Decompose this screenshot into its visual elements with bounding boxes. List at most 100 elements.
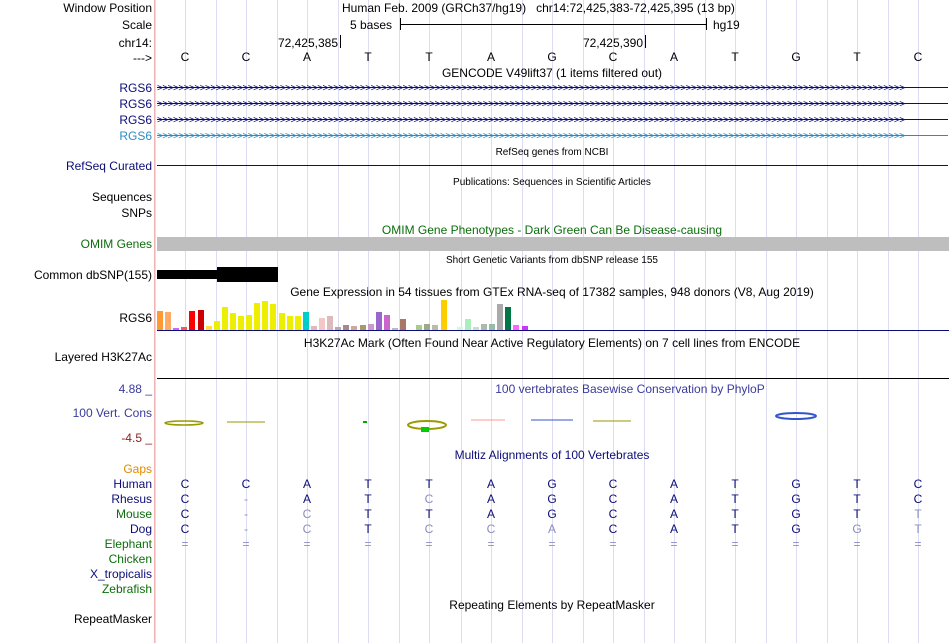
- gtex-label[interactable]: RGS6: [119, 311, 152, 325]
- alignment-base: G: [791, 522, 801, 536]
- gtex-tissue-bar[interactable]: [294, 316, 301, 330]
- gtex-tissue-bar[interactable]: [189, 311, 196, 330]
- gtex-tissue-bar[interactable]: [327, 316, 334, 330]
- omim-label[interactable]: OMIM Genes: [80, 237, 152, 251]
- gtex-tissue-bar[interactable]: [213, 321, 220, 330]
- gtex-tissue-bar[interactable]: [489, 324, 496, 330]
- dbsnp-title[interactable]: Short Genetic Variants from dbSNP releas…: [446, 255, 658, 266]
- gtex-tissue-bar[interactable]: [456, 327, 463, 330]
- gtex-tissue-bar[interactable]: [246, 315, 253, 330]
- gtex-tissue-bar[interactable]: [343, 325, 350, 330]
- grid-line: [735, 0, 736, 643]
- gtex-tissue-bar[interactable]: [521, 326, 528, 330]
- gtex-tissue-bar[interactable]: [254, 303, 261, 330]
- gtex-tissue-bar[interactable]: [205, 326, 212, 330]
- gtex-tissue-bar[interactable]: [157, 311, 163, 330]
- gtex-tissue-bar[interactable]: [497, 304, 504, 330]
- dbsnp-variant-2[interactable]: [217, 267, 278, 282]
- reference-base: C: [913, 50, 923, 64]
- species-label[interactable]: Zebrafish: [101, 582, 152, 596]
- gtex-tissue-bar[interactable]: [481, 324, 487, 330]
- gtex-tissue-bar[interactable]: [464, 319, 471, 330]
- gtex-tissue-bar[interactable]: [197, 310, 204, 330]
- refseq-label[interactable]: RefSeq Curated: [65, 159, 152, 173]
- species-label[interactable]: Human: [113, 477, 152, 491]
- species-label[interactable]: Mouse: [115, 507, 152, 521]
- h3k27ac-title[interactable]: H3K27Ac Mark (Often Found Near Active Re…: [303, 336, 801, 350]
- gtex-tissue-bar[interactable]: [400, 319, 406, 330]
- gtex-tissue-bar[interactable]: [173, 328, 180, 330]
- snps-label[interactable]: SNPs: [121, 206, 152, 220]
- gtex-tissue-bar[interactable]: [229, 313, 236, 330]
- sequences-label[interactable]: Sequences: [91, 190, 152, 204]
- gtex-tissue-bar[interactable]: [238, 316, 244, 330]
- cons-title[interactable]: 100 vertebrates Basewise Conservation by…: [495, 382, 765, 396]
- gtex-tissue-bar[interactable]: [440, 300, 447, 330]
- omim-title[interactable]: OMIM Gene Phenotypes - Dark Green Can Be…: [381, 223, 723, 237]
- gtex-tissue-bar[interactable]: [448, 327, 455, 330]
- label-divider: [154, 0, 155, 643]
- gtex-tissue-bar[interactable]: [391, 328, 398, 330]
- gtex-tissue-bar[interactable]: [359, 325, 366, 330]
- gencode-transcript-line[interactable]: [157, 87, 948, 88]
- species-label[interactable]: Elephant: [104, 537, 152, 551]
- gencode-transcript-label[interactable]: RGS6: [119, 129, 152, 143]
- gaps-label[interactable]: Gaps: [123, 462, 152, 476]
- gtex-tissue-bar[interactable]: [278, 313, 285, 330]
- alignment-base: =: [425, 537, 433, 551]
- refseq-title[interactable]: RefSeq genes from NCBI: [495, 147, 609, 158]
- multiz-title[interactable]: Multiz Alignments of 100 Vertebrates: [454, 448, 650, 462]
- gtex-tissue-bar[interactable]: [181, 327, 188, 330]
- gtex-tissue-bar[interactable]: [286, 316, 293, 330]
- gtex-tissue-bar[interactable]: [472, 327, 479, 330]
- gencode-transcript-line[interactable]: [157, 135, 948, 136]
- grid-line: [888, 0, 889, 643]
- gtex-tissue-bar[interactable]: [375, 312, 382, 330]
- position-label-1: 72,425,385: [277, 36, 338, 50]
- species-label[interactable]: X_tropicalis: [89, 567, 152, 581]
- gencode-title[interactable]: GENCODE V49lift37 (1 items filtered out): [441, 66, 663, 80]
- gtex-tissue-bar[interactable]: [416, 325, 423, 330]
- gtex-tissue-bar[interactable]: [165, 312, 172, 330]
- cons-max: 4.88 _: [118, 382, 152, 396]
- repeatmasker-label[interactable]: RepeatMasker: [73, 612, 152, 626]
- reference-base: T: [425, 50, 433, 64]
- gtex-tissue-bar[interactable]: [270, 304, 277, 330]
- publications-title[interactable]: Publications: Sequences in Scientific Ar…: [453, 177, 651, 188]
- gtex-tissue-bar[interactable]: [302, 312, 309, 330]
- grid-line: [522, 0, 523, 643]
- gtex-tissue-bar[interactable]: [424, 324, 431, 330]
- species-label[interactable]: Chicken: [108, 552, 152, 566]
- gtex-tissue-bar[interactable]: [383, 315, 390, 330]
- dbsnp-label[interactable]: Common dbSNP(155): [33, 268, 152, 282]
- gtex-tissue-bar[interactable]: [319, 318, 325, 330]
- grid-line: [461, 0, 462, 643]
- gencode-transcript-label[interactable]: RGS6: [119, 81, 152, 95]
- gtex-tissue-bar[interactable]: [351, 326, 358, 330]
- dbsnp-variant-1[interactable]: [157, 270, 217, 279]
- species-label[interactable]: Dog: [129, 522, 152, 536]
- h3k27ac-label[interactable]: Layered H3K27Ac: [54, 350, 152, 364]
- gencode-transcript-line[interactable]: [157, 119, 948, 120]
- gtex-tissue-bar[interactable]: [408, 328, 415, 330]
- cons-plot[interactable]: [157, 408, 949, 434]
- gtex-tissue-bar[interactable]: [513, 325, 520, 330]
- alignment-base: =: [853, 537, 861, 551]
- gtex-tissue-bar[interactable]: [221, 307, 228, 330]
- gtex-tissue-bar[interactable]: [432, 325, 439, 330]
- gtex-tissue-bar[interactable]: [310, 326, 317, 330]
- gencode-transcript-label[interactable]: RGS6: [119, 97, 152, 111]
- species-label[interactable]: Rhesus: [111, 492, 152, 506]
- strand-label: --->: [133, 51, 152, 65]
- gtex-tissue-bar[interactable]: [505, 307, 512, 330]
- gtex-tissue-bar[interactable]: [367, 324, 374, 330]
- gencode-transcript-line[interactable]: [157, 103, 948, 104]
- omim-feature[interactable]: [157, 237, 949, 251]
- cons-label[interactable]: 100 Vert. Cons: [72, 406, 152, 420]
- gencode-transcript-label[interactable]: RGS6: [119, 113, 152, 127]
- repeatmasker-title[interactable]: Repeating Elements by RepeatMasker: [449, 598, 655, 612]
- gtex-tissue-bar[interactable]: [262, 301, 269, 330]
- gtex-tissue-bar[interactable]: [335, 327, 342, 330]
- gtex-title[interactable]: Gene Expression in 54 tissues from GTEx …: [290, 285, 814, 299]
